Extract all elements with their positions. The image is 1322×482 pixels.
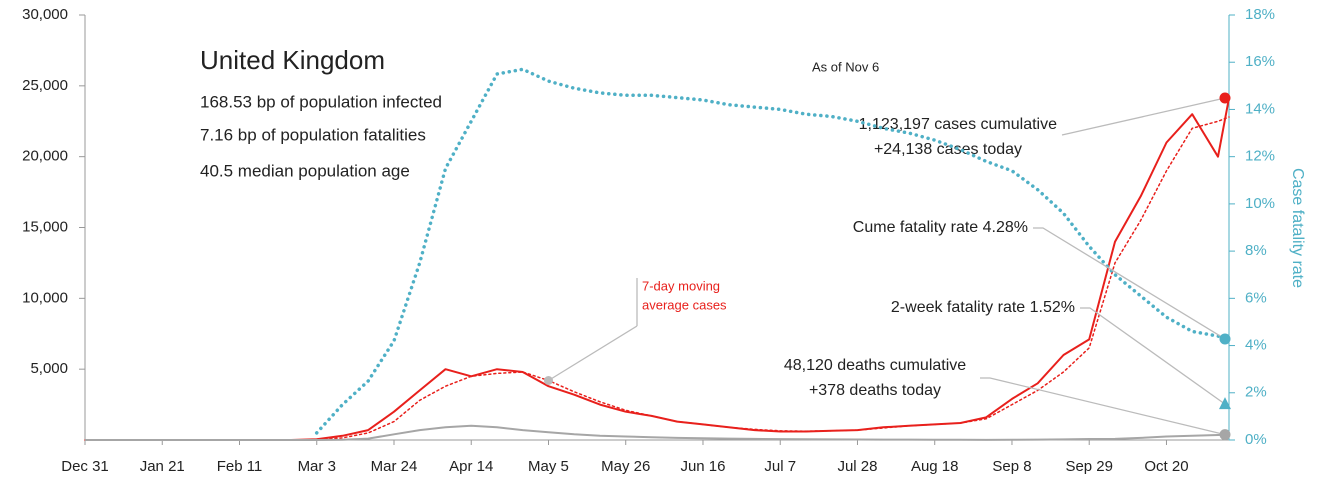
x-tick-label: Apr 14 bbox=[449, 458, 493, 475]
two-week-rate-marker bbox=[1219, 397, 1231, 410]
y2-tick-label: 8% bbox=[1245, 242, 1267, 259]
leader-line bbox=[1080, 307, 1226, 405]
y-tick-label: 20,000 bbox=[22, 148, 68, 165]
annotation: +378 deaths today bbox=[809, 382, 941, 399]
y2-tick-label: 18% bbox=[1245, 6, 1275, 23]
x-tick-label: Dec 31 bbox=[61, 458, 109, 475]
annotation: Cume fatality rate 4.28% bbox=[853, 219, 1028, 236]
annotation: 2-week fatality rate 1.52% bbox=[891, 299, 1075, 316]
x-tick-label: May 26 bbox=[601, 458, 650, 475]
y2-tick-label: 16% bbox=[1245, 53, 1275, 70]
end-marker bbox=[1219, 333, 1231, 345]
x-tick-label: Jul 28 bbox=[837, 458, 877, 475]
x-tick-label: Mar 24 bbox=[371, 458, 418, 475]
y2-tick-label: 6% bbox=[1245, 289, 1267, 306]
x-tick-label: Jan 21 bbox=[140, 458, 185, 475]
leader-line bbox=[548, 325, 638, 382]
series-line bbox=[314, 67, 1231, 435]
leader-line bbox=[1061, 97, 1226, 136]
x-tick-label: Sep 29 bbox=[1065, 458, 1113, 475]
y-tick-label: 15,000 bbox=[22, 218, 68, 235]
annotation: 48,120 deaths cumulative bbox=[784, 357, 966, 374]
label-marker bbox=[543, 376, 553, 385]
end-marker bbox=[1219, 429, 1231, 441]
x-tick-label: Feb 11 bbox=[217, 458, 263, 475]
series-label: 7-day moving bbox=[642, 278, 720, 293]
y2-axis-label: Case fatality rate bbox=[1289, 168, 1306, 288]
annotation: 1,123,197 cases cumulative bbox=[859, 116, 1057, 133]
y-tick-label: 5,000 bbox=[30, 360, 68, 377]
series-line bbox=[85, 97, 1230, 441]
y2-tick-label: 12% bbox=[1245, 148, 1275, 165]
series-line bbox=[84, 116, 1230, 441]
annotation: +24,138 cases today bbox=[874, 141, 1022, 158]
chart-title: United Kingdom bbox=[200, 45, 385, 75]
y2-tick-label: 14% bbox=[1245, 100, 1275, 117]
y2-tick-label: 2% bbox=[1245, 384, 1267, 401]
series-line bbox=[85, 424, 1230, 441]
x-tick-label: Jul 7 bbox=[764, 458, 796, 475]
x-tick-label: Mar 3 bbox=[298, 458, 336, 475]
y2-tick-label: 0% bbox=[1245, 431, 1267, 448]
y2-tick-label: 4% bbox=[1245, 337, 1267, 354]
end-marker bbox=[1219, 92, 1231, 104]
as-of: As of Nov 6 bbox=[812, 59, 879, 74]
x-tick-label: Oct 20 bbox=[1144, 458, 1188, 475]
subtitle: 40.5 median population age bbox=[200, 161, 410, 180]
y2-tick-label: 10% bbox=[1245, 195, 1275, 212]
x-tick-label: Sep 8 bbox=[992, 458, 1031, 475]
subtitle: 168.53 bp of population infected bbox=[200, 92, 442, 111]
x-tick-label: Aug 18 bbox=[911, 458, 959, 475]
subtitle: 7.16 bp of population fatalities bbox=[200, 125, 426, 144]
leader-line bbox=[980, 377, 1226, 436]
x-tick-label: May 5 bbox=[528, 458, 569, 475]
y-tick-label: 10,000 bbox=[22, 289, 68, 306]
leader-line bbox=[1033, 227, 1226, 340]
y-tick-label: 30,000 bbox=[22, 6, 68, 23]
x-tick-label: Jun 16 bbox=[680, 458, 725, 475]
y-tick-label: 25,000 bbox=[22, 77, 68, 94]
series-label: average cases bbox=[642, 297, 727, 312]
